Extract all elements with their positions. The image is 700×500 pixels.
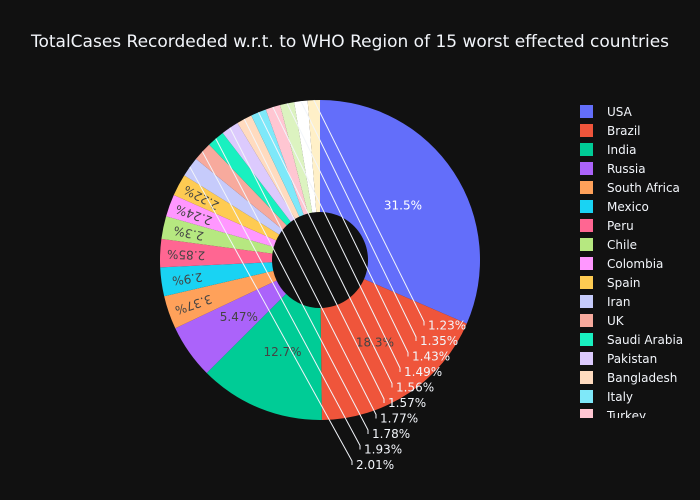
slice-colombia[interactable]	[166, 195, 277, 247]
slice-label-other-19: 1.23%	[428, 319, 466, 333]
slice-italy[interactable]	[251, 109, 304, 217]
legend-item[interactable]: South Africa	[580, 178, 680, 197]
legend-item[interactable]: Colombia	[580, 254, 663, 273]
legend-label: Russia	[607, 161, 646, 176]
slice-labels: 31.5%18.3%12.7%5.47%3.37%2.9%2.85%2.3%2.…	[167, 99, 466, 472]
legend-swatch	[580, 238, 593, 251]
slice-label-russia: 5.47%	[220, 310, 258, 324]
slice-label-italy: 1.56%	[396, 381, 434, 395]
legend-label: UK	[607, 313, 624, 328]
legend-item[interactable]: UK	[580, 311, 624, 330]
legend-label: USA	[607, 104, 632, 119]
legend-label: Peru	[607, 218, 634, 233]
leader-line-other-18	[300, 100, 417, 341]
slice-iran[interactable]	[184, 158, 283, 235]
legend-swatch	[580, 181, 593, 194]
legend-item[interactable]: Pakistan	[580, 349, 657, 368]
legend-swatch	[580, 105, 593, 118]
legend-swatch	[580, 409, 593, 418]
slice-label-iran: 2.01%	[356, 458, 394, 472]
slice-other-19[interactable]	[307, 100, 320, 213]
legend-item[interactable]: Mexico	[580, 197, 649, 216]
legend-item[interactable]: India	[580, 140, 636, 159]
slice-south-africa[interactable]	[164, 270, 277, 329]
slice-label-mexico: 2.9%	[171, 270, 203, 288]
legend-item[interactable]: Turkey	[580, 406, 646, 418]
leader-line-turkey	[272, 106, 401, 372]
legend-label: Spain	[607, 275, 641, 290]
slice-other-17[interactable]	[280, 102, 313, 214]
slice-label-saudi-arabia: 1.78%	[372, 427, 410, 441]
legend-label: Pakistan	[607, 351, 658, 366]
legend-swatch	[580, 276, 593, 289]
leader-line-saudi-arabia	[215, 138, 369, 434]
slice-chile[interactable]	[161, 216, 274, 254]
legend-swatch	[580, 143, 593, 156]
slice-label-pakistan: 1.77%	[380, 412, 418, 426]
legend-item[interactable]: Saudi Arabia	[580, 330, 683, 349]
leader-line-other-19	[313, 99, 425, 326]
leader-line-bangladesh	[243, 118, 385, 403]
leader-line-other-17	[286, 103, 409, 357]
slice-label-uk: 1.93%	[364, 443, 402, 457]
legend-label: Iran	[607, 294, 631, 309]
legend-swatch	[580, 162, 593, 175]
legend-label: South Africa	[607, 180, 680, 195]
slice-label-turkey: 1.49%	[404, 365, 442, 379]
slice-label-india: 12.7%	[263, 345, 301, 359]
legend-swatch	[580, 200, 593, 213]
legend-swatch	[580, 295, 593, 308]
leader-line-iran	[189, 166, 353, 465]
chart-title: TotalCases Recordeded w.r.t. to WHO Regi…	[30, 32, 670, 52]
legend-label: Mexico	[607, 199, 649, 214]
slice-spain[interactable]	[173, 175, 280, 241]
legend-item[interactable]: Bangladesh	[580, 368, 677, 387]
slice-peru[interactable]	[159, 238, 273, 268]
slice-russia[interactable]	[175, 280, 287, 374]
legend-swatch	[580, 219, 593, 232]
slice-brazil[interactable]	[320, 279, 467, 420]
slice-india[interactable]	[206, 293, 322, 420]
leader-line-pakistan	[229, 127, 377, 419]
legend-swatch	[580, 352, 593, 365]
legend-item[interactable]: Spain	[580, 273, 641, 292]
legend-swatch	[580, 124, 593, 137]
leader-line-uk	[201, 151, 361, 450]
leader-line-italy	[258, 112, 393, 388]
slice-turkey[interactable]	[265, 105, 309, 215]
slice-saudi-arabia[interactable]	[209, 132, 291, 226]
legend-label: Chile	[607, 237, 638, 252]
legend-label: India	[607, 142, 637, 157]
legend-item[interactable]: Peru	[580, 216, 634, 235]
slice-usa[interactable]	[320, 100, 480, 324]
legend-swatch	[580, 314, 593, 327]
legend-item[interactable]: Iran	[580, 292, 630, 311]
legend-label: Bangladesh	[607, 370, 678, 385]
legend-swatch	[580, 333, 593, 346]
slice-label-chile: 2.3%	[172, 223, 205, 243]
legend-swatch	[580, 390, 593, 403]
legend-label: Brazil	[607, 123, 641, 138]
legend-swatch	[580, 371, 593, 384]
slice-label-brazil: 18.3%	[356, 336, 394, 350]
legend-label: Turkey	[607, 408, 647, 419]
legend-label: Saudi Arabia	[607, 332, 684, 347]
slice-label-other-18: 1.35%	[420, 334, 458, 348]
slice-label-usa: 31.5%	[384, 199, 422, 213]
legend: USA Brazil India Russia South Africa Mexico Pe…	[580, 102, 690, 418]
slice-mexico[interactable]	[160, 262, 274, 297]
legend-item[interactable]: USA	[580, 102, 632, 121]
legend-item[interactable]: Russia	[580, 159, 646, 178]
slice-label-peru: 2.85%	[167, 247, 206, 263]
legend-item[interactable]: Italy	[580, 387, 633, 406]
legend-swatch	[580, 257, 593, 270]
slice-label-bangladesh: 1.57%	[388, 396, 426, 410]
legend-item[interactable]: Brazil	[580, 121, 641, 140]
slice-label-other-17: 1.43%	[412, 350, 450, 364]
legend-label: Italy	[607, 389, 634, 404]
legend-label: Colombia	[607, 256, 664, 271]
slice-pakistan[interactable]	[222, 122, 296, 222]
legend-item[interactable]: Chile	[580, 235, 637, 254]
